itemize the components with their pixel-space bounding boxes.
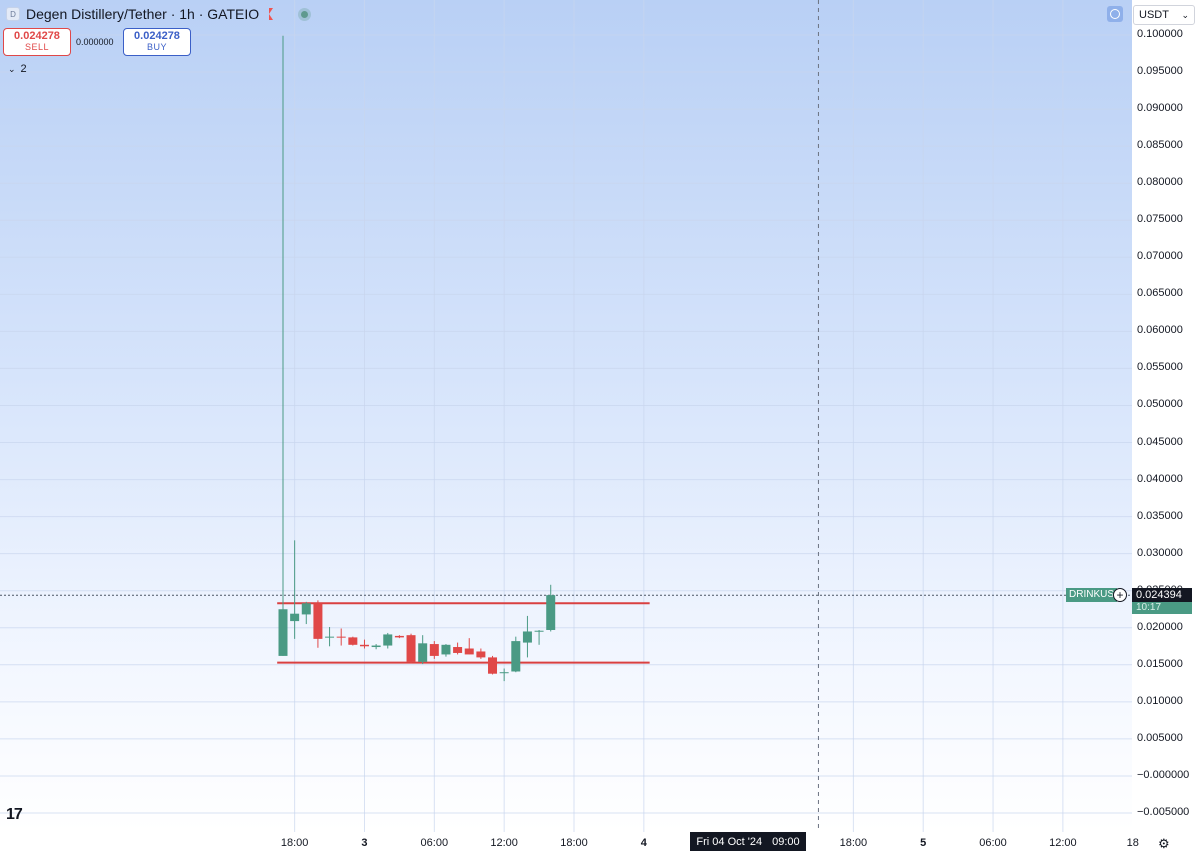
candle-body	[394, 635, 404, 638]
crosshair-date: Fri 04 Oct '24	[696, 835, 763, 848]
buy-price: 0.024278	[134, 30, 180, 42]
candle-body	[476, 651, 486, 658]
symbol-header: D Degen Distillery/Tether · 1h · GATEIO	[6, 6, 309, 22]
indicators-count: 2	[20, 63, 27, 75]
price-tick-label: 0.075000	[1137, 213, 1183, 226]
crosshair-date-label: Fri 04 Oct '24 09:00	[690, 832, 806, 851]
sell-price: 0.024278	[14, 30, 60, 42]
chart-area[interactable]	[0, 0, 1132, 832]
time-tick-label: 12:00	[490, 837, 518, 849]
candle-body	[453, 647, 463, 653]
candle-body	[406, 635, 416, 662]
currency-value: USDT	[1139, 9, 1169, 21]
candle-body	[522, 631, 532, 643]
bar-countdown: 10:17	[1132, 602, 1192, 615]
candle-body	[499, 672, 509, 674]
price-tick-label: 0.015000	[1137, 657, 1183, 670]
candle-body	[441, 644, 451, 655]
candle-body	[546, 595, 556, 630]
time-tick-label: 18:00	[839, 837, 868, 849]
price-tick-label: 0.095000	[1137, 65, 1183, 78]
auto-scale-icon[interactable]	[1107, 6, 1123, 22]
price-tick-label: 0.070000	[1137, 250, 1183, 263]
time-tick-label: 18	[1126, 837, 1139, 849]
time-tick-label: 18:00	[280, 837, 309, 849]
candle-body	[534, 630, 544, 632]
price-tick-label: 0.045000	[1137, 435, 1183, 448]
currency-select[interactable]: USDT ⌄	[1133, 5, 1195, 25]
price-tick-label: 0.010000	[1137, 694, 1183, 707]
indicators-toggle[interactable]: ⌄ 2	[8, 63, 27, 75]
crosshair-time: 09:00	[772, 835, 800, 848]
candle-body	[383, 634, 393, 646]
price-tick-label: 0.050000	[1137, 398, 1183, 411]
price-tick-label: −0.000000	[1137, 768, 1190, 781]
candle-body	[301, 603, 311, 615]
price-tick-label: 0.005000	[1137, 731, 1183, 744]
time-tick-label: 4	[640, 837, 647, 849]
time-tick-label: 06:00	[420, 837, 449, 849]
symbol-tag: DRINKUS	[1066, 588, 1118, 603]
price-chart[interactable]	[0, 0, 1132, 832]
price-tick-label: 0.100000	[1137, 28, 1183, 40]
buy-button[interactable]: 0.024278 BUY	[123, 28, 191, 56]
candle-body	[511, 641, 521, 672]
time-tick-label: 3	[361, 837, 368, 849]
candle-body	[325, 636, 335, 638]
time-tick-label: 12:00	[1049, 837, 1077, 849]
candle-body	[418, 643, 428, 662]
candle-body	[348, 637, 358, 645]
price-tick-label: 0.080000	[1137, 176, 1183, 189]
price-tick-label: 0.090000	[1137, 102, 1183, 115]
last-price-label: 0.024394	[1132, 588, 1192, 604]
price-tick-label: 0.065000	[1137, 287, 1183, 300]
price-tick-label: 0.020000	[1137, 620, 1183, 633]
price-tick-label: 0.035000	[1137, 509, 1183, 522]
price-tick-label: 0.060000	[1137, 324, 1183, 337]
chevron-down-icon: ⌄	[8, 64, 16, 74]
price-tick-label: −0.005000	[1137, 806, 1190, 818]
price-tick-label: 0.040000	[1137, 472, 1183, 485]
tradingview-logo-icon[interactable]: 17	[6, 806, 23, 823]
flag-icon[interactable]	[269, 8, 274, 20]
market-status-icon	[301, 10, 309, 18]
candle-body	[336, 636, 346, 638]
candle-body	[278, 609, 288, 656]
candle-body	[429, 644, 439, 656]
candle-body	[371, 645, 381, 648]
sell-button[interactable]: 0.024278 SELL	[3, 28, 71, 56]
price-tick-label: 0.030000	[1137, 546, 1183, 559]
time-tick-label: 06:00	[979, 837, 1007, 849]
candle-body	[488, 657, 498, 674]
spread-value: 0.000000	[76, 37, 114, 47]
price-tick-label: 0.085000	[1137, 139, 1183, 152]
candle-body	[464, 648, 474, 655]
candle-body	[359, 644, 369, 647]
chevron-down-icon: ⌄	[1181, 9, 1189, 20]
sell-label: SELL	[24, 42, 50, 52]
plus-circle-icon[interactable]: +	[1113, 588, 1127, 603]
time-tick-label: 18:00	[560, 837, 588, 849]
candle-body	[313, 603, 323, 639]
candle-body	[290, 613, 300, 622]
symbol-logo-icon: D	[6, 7, 20, 21]
settings-gear-icon[interactable]: ⚙	[1158, 836, 1170, 851]
time-tick-label: 5	[920, 837, 927, 849]
symbol-title[interactable]: Degen Distillery/Tether · 1h · GATEIO	[26, 6, 260, 22]
buy-label: BUY	[146, 42, 167, 52]
price-tick-label: 0.055000	[1137, 361, 1183, 374]
